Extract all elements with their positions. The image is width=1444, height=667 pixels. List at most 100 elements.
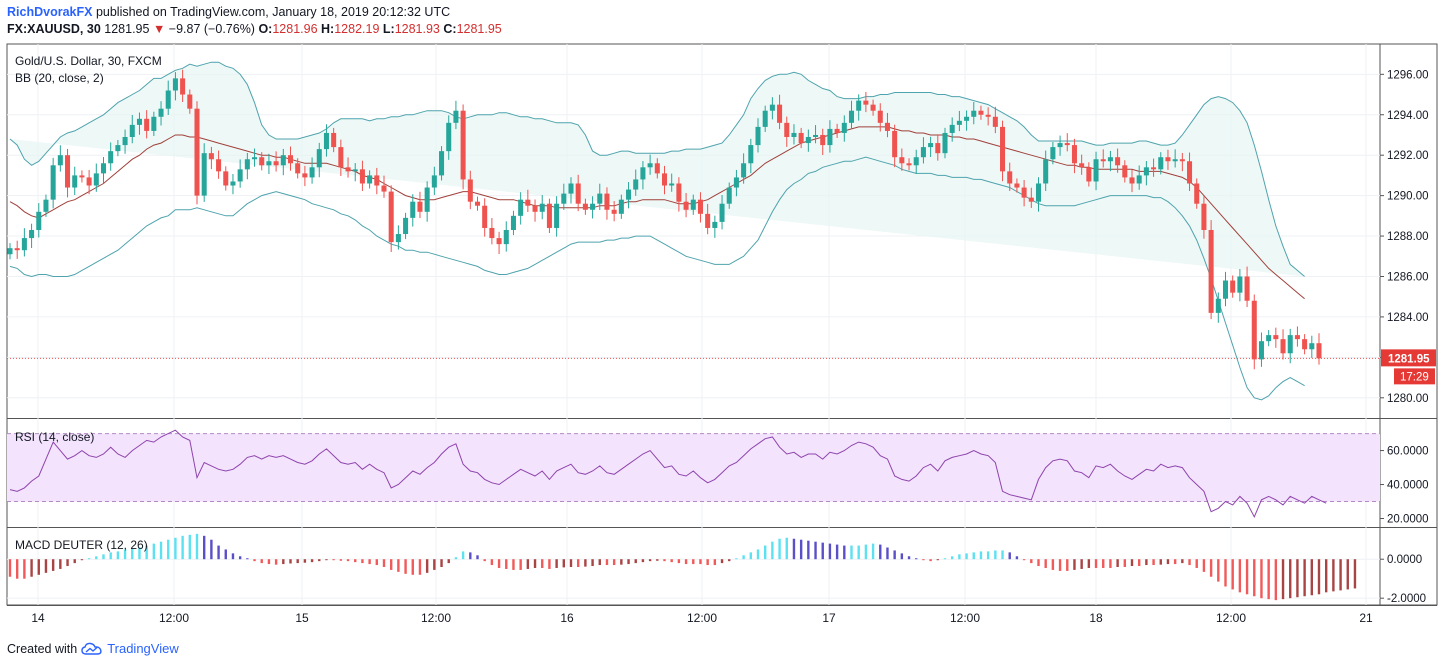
candle-body [813,134,819,137]
macd-indicator-label[interactable]: MACD DEUTER (12, 26) [15,538,148,552]
candle-body [913,157,919,166]
macd-histogram-bar [1188,559,1191,566]
candle-body [755,126,761,146]
candle-body [949,124,955,133]
low-value: 1281.93 [394,22,440,36]
candle-body [1251,300,1257,360]
macd-histogram-bar [476,555,479,560]
macd-histogram-bar [713,559,717,566]
candle-body [546,203,552,228]
candle-body [316,149,322,168]
candle-body [1179,159,1185,162]
macd-histogram-bar [145,545,148,560]
candle-body [705,213,711,228]
candle-body [611,209,617,214]
macd-histogram-bar [1094,559,1098,568]
candle-body [273,161,279,166]
macd-histogram-bar [66,559,69,567]
last-price-badge [1381,349,1436,367]
candle-body [7,248,13,255]
candle-body [935,143,941,154]
macd-histogram-bar [1231,559,1234,590]
macd-histogram-bar [950,556,954,560]
macd-histogram-bar [1310,559,1314,596]
candle-body [748,145,754,164]
candle-body [431,175,437,188]
macd-histogram-bar [519,559,522,570]
candle-body [604,193,610,210]
candle-body [784,122,790,137]
candle-body [482,205,488,228]
macd-histogram-bar [533,559,537,568]
candle-body [331,132,337,148]
candle-body [345,167,351,172]
macd-histogram-bar [238,556,242,560]
candle-body [676,183,682,202]
macd-histogram-bar [893,550,896,560]
macd-histogram-bar [1116,559,1119,567]
macd-histogram-bar [224,549,227,560]
candle-body [29,229,35,239]
macd-histogram-bar [1281,559,1285,600]
candle-body [158,108,164,117]
macd-histogram-bar [663,559,666,562]
open-label: O: [258,22,273,36]
macd-histogram-bar [339,559,343,561]
candle-body [295,163,301,174]
candle-body [683,201,689,210]
candle-body [1187,161,1193,184]
candle-body [21,238,27,251]
candle-body [165,90,171,109]
price-tick-label: 1284.00 [1387,312,1429,324]
candle-body [510,215,516,230]
macd-histogram-bar [433,559,436,570]
rsi-tick-label: 40.0000 [1387,480,1429,492]
macd-histogram-bar [382,559,386,567]
time-tick-label: 18 [1089,611,1103,625]
candle-body [1158,157,1164,170]
candle-body [72,175,78,188]
candle-body [575,183,581,204]
bb-lower-line [9,156,1305,401]
candle-body [1287,335,1293,354]
publish-info: RichDvorakFX published on TradingView.co… [7,5,450,19]
candle-body [942,132,948,154]
macd-histogram-bar [828,543,832,560]
time-tick-label: 12:00 [687,611,717,625]
tradingview-brand-link[interactable]: TradingView [107,641,179,656]
candle-body [1115,157,1121,166]
macd-histogram-bar [1015,556,1019,560]
candle-body [719,203,725,222]
macd-histogram-bar [785,537,788,560]
macd-histogram-bar [1202,559,1206,572]
macd-histogram-bar [634,559,637,564]
candle-body [65,155,71,188]
candle-body [1043,159,1049,184]
time-tick-label: 15 [295,611,309,625]
macd-histogram-bar [1022,559,1026,561]
macd-histogram-bar [886,547,889,560]
macd-histogram-bar [591,559,594,567]
macd-histogram-bar [195,533,199,560]
candle-body [1266,335,1272,342]
candle-body [122,136,128,146]
candle-body [187,94,193,109]
rsi-pane: 60.0000 40.0000 20.0000 [7,429,1429,526]
macd-histogram-bar [202,535,206,560]
candle-body [287,155,294,164]
rsi-indicator-label[interactable]: RSI (14, close) [15,430,94,444]
author-name[interactable]: RichDvorakFX [7,5,93,19]
candle-body [136,118,142,125]
bb-indicator-label[interactable]: BB (20, close, 2) [15,71,104,85]
candle-body [956,120,962,125]
macd-histogram-bar [289,559,292,564]
macd-histogram-bar [907,556,911,560]
candle-body [1086,167,1092,182]
candle-body [582,203,588,210]
candle-body [503,229,509,245]
candle-body [978,110,984,115]
candle-body [460,110,466,180]
candle-body [1230,280,1236,293]
macd-histogram-bar [1346,559,1349,590]
